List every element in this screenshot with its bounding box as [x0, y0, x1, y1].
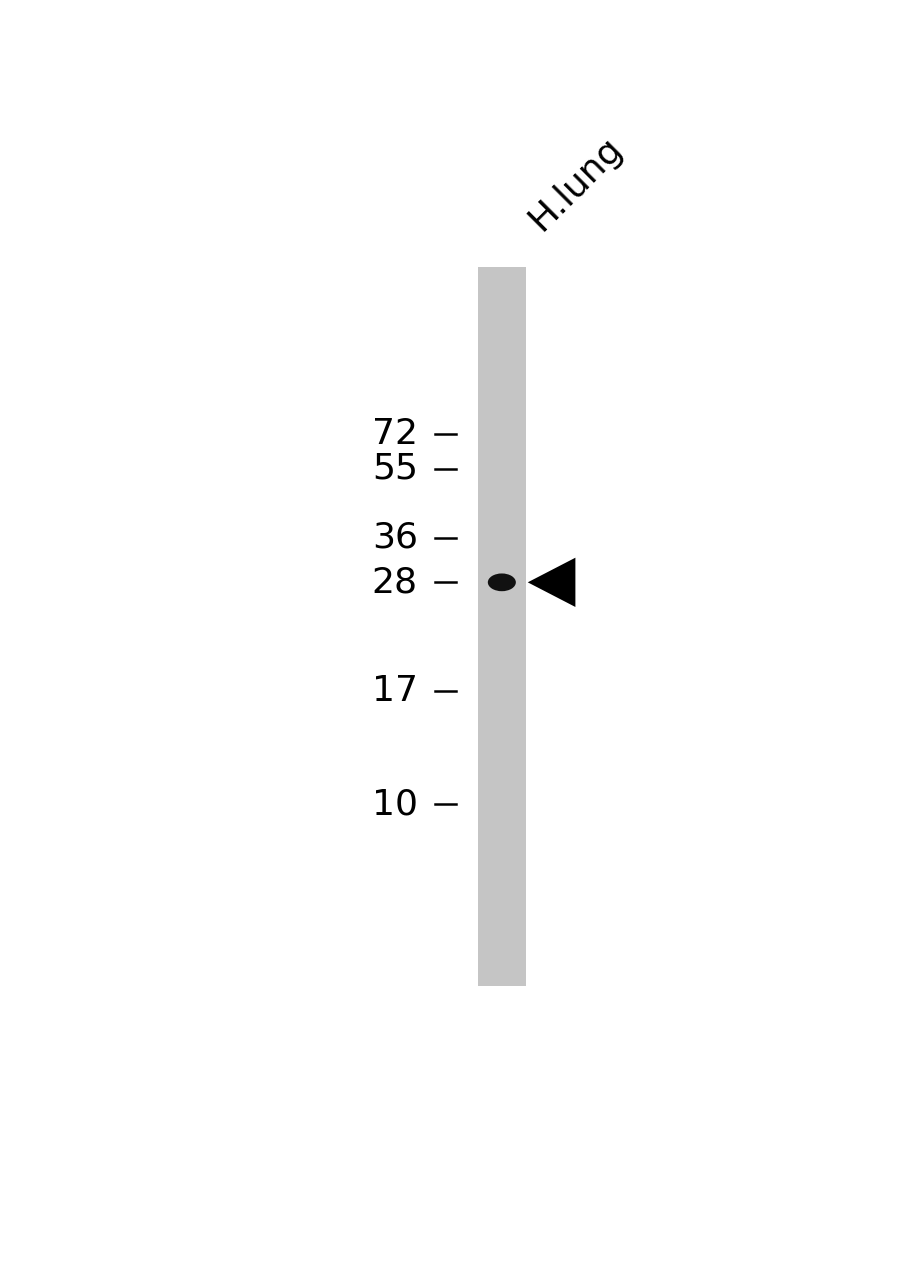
Text: H.lung: H.lung — [522, 131, 628, 237]
Ellipse shape — [488, 573, 516, 591]
Text: 36: 36 — [371, 521, 417, 556]
Text: 10: 10 — [371, 787, 417, 820]
Text: 17: 17 — [371, 673, 417, 708]
Bar — [478, 268, 525, 987]
Text: 72: 72 — [371, 417, 417, 452]
Text: 28: 28 — [371, 566, 417, 599]
Polygon shape — [527, 558, 575, 607]
Text: 55: 55 — [371, 452, 417, 486]
